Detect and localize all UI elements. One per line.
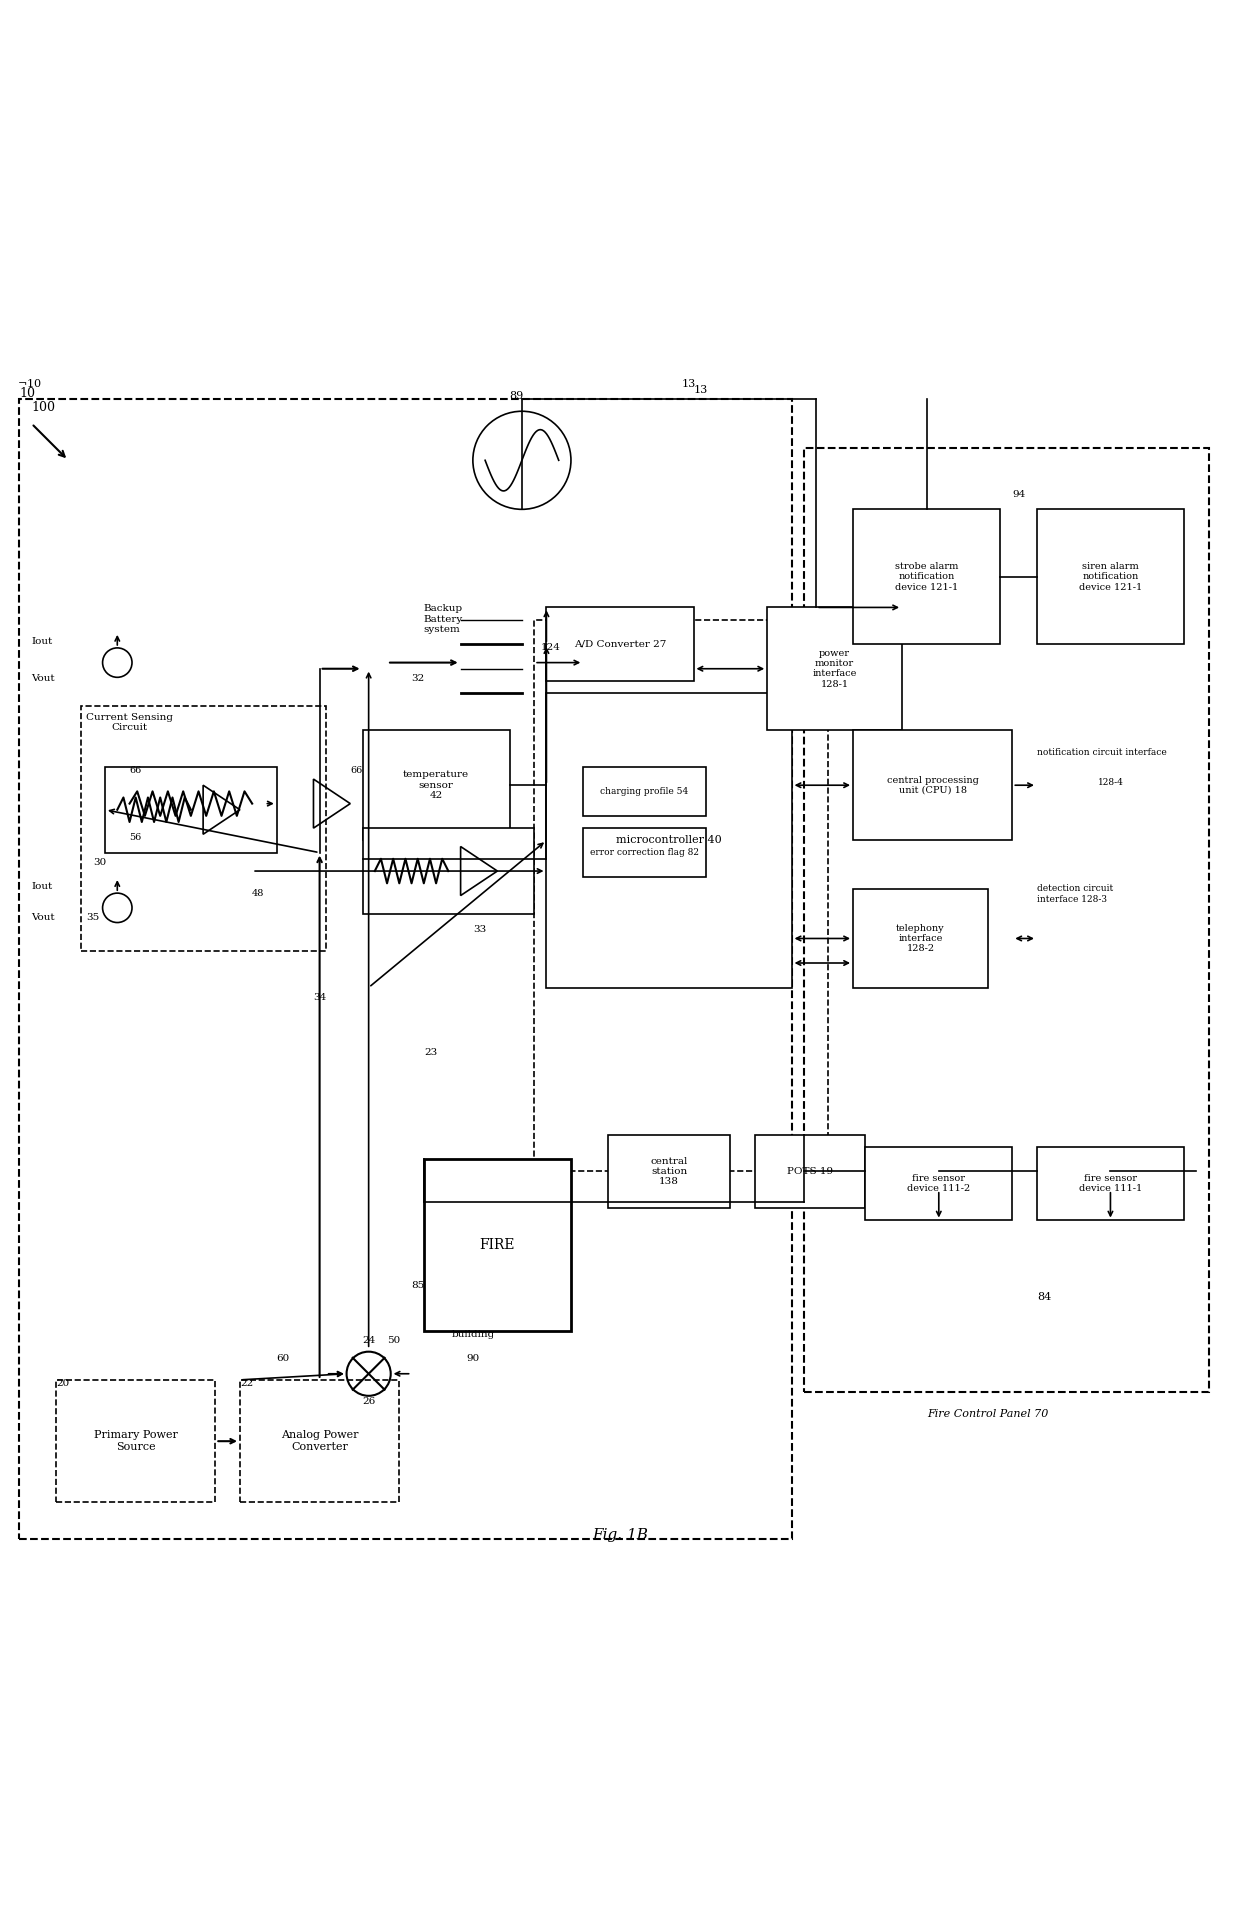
Text: 48: 48 bbox=[252, 888, 264, 898]
FancyBboxPatch shape bbox=[853, 508, 1001, 643]
Text: notification circuit interface: notification circuit interface bbox=[1037, 747, 1167, 757]
Text: 24: 24 bbox=[362, 1337, 376, 1344]
Text: 32: 32 bbox=[412, 674, 425, 684]
Text: power
monitor
interface
128-1: power monitor interface 128-1 bbox=[812, 649, 857, 690]
Text: microcontroller 40: microcontroller 40 bbox=[616, 836, 722, 846]
FancyBboxPatch shape bbox=[362, 730, 510, 840]
Text: 56: 56 bbox=[129, 834, 141, 842]
Text: 84: 84 bbox=[1037, 1292, 1052, 1302]
Text: 50: 50 bbox=[387, 1337, 401, 1344]
Text: 10: 10 bbox=[19, 387, 35, 401]
Text: Current Sensing
Circuit: Current Sensing Circuit bbox=[86, 713, 174, 732]
Text: telephony
interface
128-2: telephony interface 128-2 bbox=[897, 924, 945, 953]
Text: 35: 35 bbox=[87, 913, 100, 923]
FancyBboxPatch shape bbox=[1037, 1146, 1184, 1221]
Text: 94: 94 bbox=[1012, 489, 1025, 499]
Text: 89: 89 bbox=[510, 391, 525, 401]
Text: Primary Power
Source: Primary Power Source bbox=[94, 1431, 177, 1452]
Text: temperature
sensor
42: temperature sensor 42 bbox=[403, 770, 469, 799]
Text: 13: 13 bbox=[693, 385, 708, 395]
Text: Iout: Iout bbox=[31, 638, 53, 647]
FancyBboxPatch shape bbox=[768, 607, 901, 730]
Text: Vout: Vout bbox=[31, 913, 55, 923]
FancyBboxPatch shape bbox=[1037, 508, 1184, 643]
Text: FIRE: FIRE bbox=[480, 1238, 515, 1252]
Text: Vout: Vout bbox=[31, 674, 55, 684]
Text: Backup
Battery
system: Backup Battery system bbox=[424, 605, 463, 634]
Text: 34: 34 bbox=[314, 992, 326, 1002]
Text: building: building bbox=[451, 1331, 495, 1339]
Text: Iout: Iout bbox=[31, 882, 53, 892]
FancyBboxPatch shape bbox=[105, 767, 277, 853]
FancyBboxPatch shape bbox=[56, 1379, 216, 1502]
FancyBboxPatch shape bbox=[608, 1134, 730, 1208]
Text: POTS 19: POTS 19 bbox=[787, 1167, 833, 1177]
Text: 13: 13 bbox=[681, 379, 696, 389]
Text: 23: 23 bbox=[424, 1048, 436, 1057]
Text: 26: 26 bbox=[362, 1398, 376, 1406]
Text: detection circuit
interface 128-3: detection circuit interface 128-3 bbox=[1037, 884, 1114, 903]
FancyBboxPatch shape bbox=[547, 693, 791, 988]
Text: error correction flag 82: error correction flag 82 bbox=[590, 847, 699, 857]
Text: strobe alarm
notification
device 121-1: strobe alarm notification device 121-1 bbox=[895, 562, 959, 591]
FancyBboxPatch shape bbox=[853, 730, 1012, 840]
Text: 33: 33 bbox=[472, 924, 486, 934]
FancyBboxPatch shape bbox=[547, 607, 693, 682]
Text: 90: 90 bbox=[466, 1354, 480, 1364]
Text: 30: 30 bbox=[93, 857, 107, 867]
FancyBboxPatch shape bbox=[866, 1146, 1012, 1221]
Text: Fire Control Panel 70: Fire Control Panel 70 bbox=[928, 1408, 1049, 1419]
Text: A/D Converter 27: A/D Converter 27 bbox=[574, 639, 666, 649]
FancyBboxPatch shape bbox=[583, 828, 706, 876]
Text: 124: 124 bbox=[541, 643, 560, 653]
Text: $\neg$10: $\neg$10 bbox=[17, 377, 41, 389]
Text: 66: 66 bbox=[350, 767, 362, 774]
Text: 22: 22 bbox=[239, 1379, 253, 1389]
Text: fire sensor
device 111-1: fire sensor device 111-1 bbox=[1079, 1175, 1142, 1194]
FancyBboxPatch shape bbox=[853, 890, 988, 988]
FancyBboxPatch shape bbox=[755, 1134, 866, 1208]
Text: 66: 66 bbox=[129, 767, 141, 774]
Text: central processing
unit (CPU) 18: central processing unit (CPU) 18 bbox=[887, 776, 978, 795]
FancyBboxPatch shape bbox=[424, 1159, 570, 1331]
Text: siren alarm
notification
device 121-1: siren alarm notification device 121-1 bbox=[1079, 562, 1142, 591]
Text: Analog Power
Converter: Analog Power Converter bbox=[280, 1431, 358, 1452]
Text: 85: 85 bbox=[412, 1281, 425, 1290]
Text: charging profile 54: charging profile 54 bbox=[600, 788, 688, 795]
FancyBboxPatch shape bbox=[239, 1379, 399, 1502]
FancyBboxPatch shape bbox=[362, 828, 534, 915]
Text: 20: 20 bbox=[56, 1379, 69, 1389]
Text: central
station
138: central station 138 bbox=[650, 1156, 688, 1186]
FancyBboxPatch shape bbox=[583, 767, 706, 817]
Text: fire sensor
device 111-2: fire sensor device 111-2 bbox=[908, 1175, 971, 1194]
Text: 60: 60 bbox=[277, 1354, 290, 1364]
Text: 128-4: 128-4 bbox=[1099, 778, 1123, 788]
Text: Fig. 1B: Fig. 1B bbox=[591, 1527, 649, 1543]
Text: 100: 100 bbox=[31, 401, 56, 414]
